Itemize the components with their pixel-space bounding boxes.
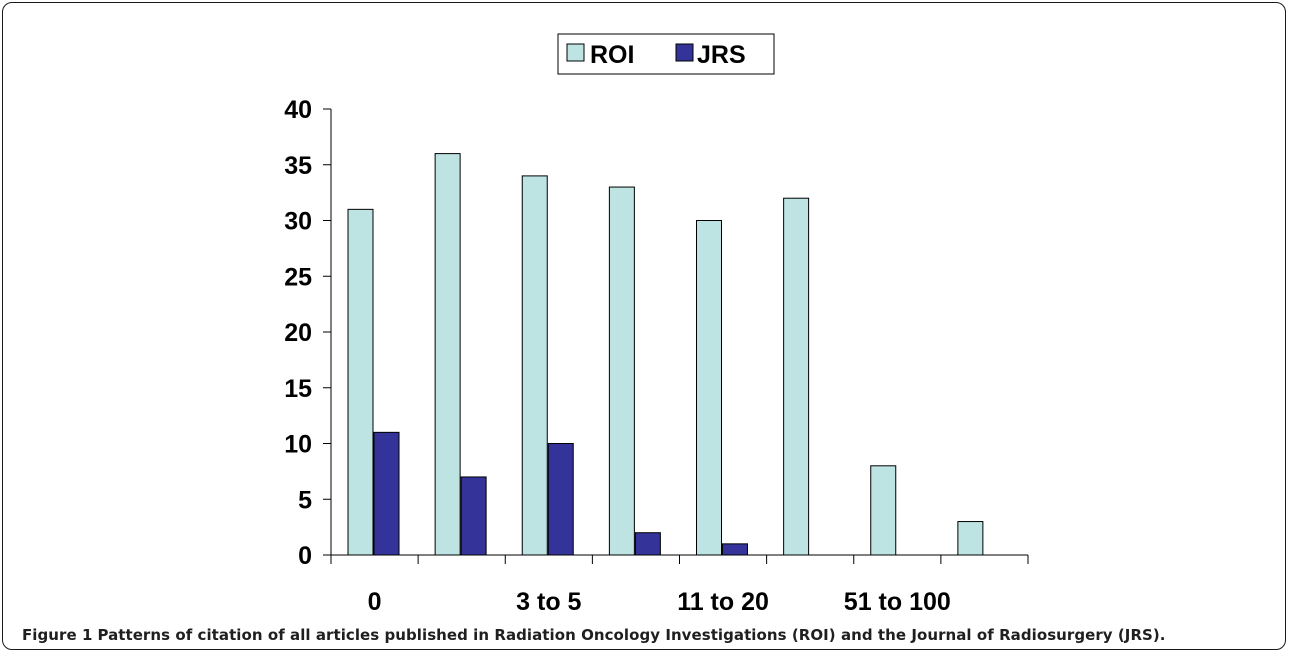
legend-swatch-roi: [566, 43, 585, 62]
bar-roi: [783, 197, 810, 556]
y-tick-label: 35: [284, 152, 312, 180]
legend-label-roi: ROI: [590, 41, 634, 69]
x-tick-label: 51 to 100: [844, 588, 951, 616]
y-tick-label: 0: [298, 542, 312, 570]
bar-roi: [957, 521, 984, 556]
y-tick-label: 15: [284, 375, 312, 403]
bar-jrs: [634, 532, 661, 556]
legend-label-jrs: JRS: [697, 41, 746, 69]
bar-roi: [347, 208, 374, 556]
legend-box: [557, 33, 775, 75]
bar-roi: [521, 175, 548, 556]
x-tick-label: 0: [368, 588, 382, 616]
x-tick-label: 11 to 20: [677, 588, 769, 616]
bar-roi: [696, 220, 722, 556]
y-tick-label: 20: [284, 319, 312, 347]
caption-text: Patterns of citation of all articles pub…: [97, 626, 1166, 644]
bar-roi: [608, 186, 635, 556]
bar-roi: [434, 153, 461, 556]
y-tick-label: 40: [284, 96, 312, 124]
figure-caption: Figure 1 Patterns of citation of all arti…: [22, 626, 1282, 644]
y-tick-label: 25: [284, 263, 312, 291]
x-tick-label: 3 to 5: [516, 588, 581, 616]
y-tick-label: 30: [284, 208, 312, 236]
bar-roi: [870, 465, 897, 556]
caption-label: Figure 1: [22, 626, 93, 644]
y-tick-label: 5: [298, 486, 312, 514]
bar-jrs: [460, 476, 487, 556]
chart-bars: [347, 153, 984, 556]
bar-jrs: [722, 543, 748, 556]
bar-chart: ROI JRS 0 5 10 15 20 25 30 35 40 0 3 to 5 11 to 20 51…: [284, 33, 1029, 616]
y-tick-label: 10: [284, 431, 312, 459]
bar-jrs: [373, 431, 400, 556]
bar-jrs: [547, 443, 574, 556]
chart-axes: 0 5 10 15 20 25 30 35 40 0 3 to 5 11 to 20 51 to 100: [284, 96, 1029, 616]
legend-swatch-jrs: [675, 43, 694, 62]
chart-legend: ROI JRS: [557, 33, 775, 75]
